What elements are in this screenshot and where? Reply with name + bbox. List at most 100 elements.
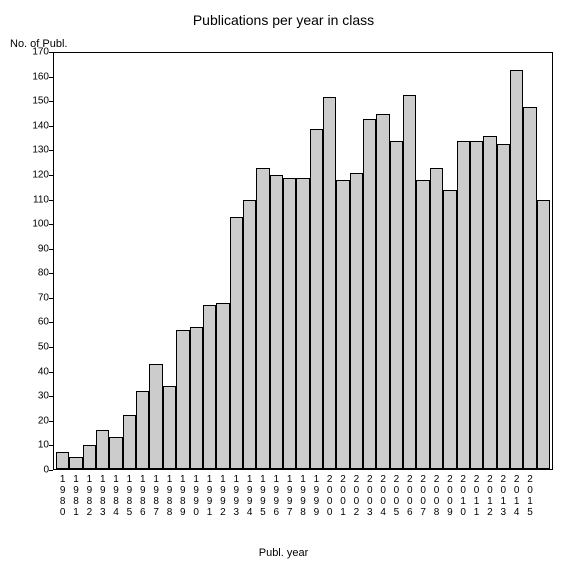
y-tick-label: 20 bbox=[19, 415, 49, 426]
y-tick-mark bbox=[49, 52, 53, 53]
y-tick-label: 130 bbox=[19, 145, 49, 156]
bar bbox=[216, 303, 229, 469]
bar bbox=[96, 430, 109, 469]
y-tick-label: 160 bbox=[19, 71, 49, 82]
y-tick-mark bbox=[49, 126, 53, 127]
y-tick-mark bbox=[49, 322, 53, 323]
x-tick-label: 2009 bbox=[444, 474, 456, 518]
x-tick-label: 2011 bbox=[471, 474, 483, 518]
y-tick-label: 150 bbox=[19, 96, 49, 107]
y-tick-mark bbox=[49, 224, 53, 225]
x-tick-label: 1984 bbox=[110, 474, 122, 518]
y-tick-mark bbox=[49, 77, 53, 78]
x-tick-label: 1980 bbox=[57, 474, 69, 518]
x-tick-label: 1982 bbox=[83, 474, 95, 518]
bar bbox=[69, 457, 82, 469]
x-axis-title: Publ. year bbox=[0, 547, 567, 559]
x-tick-label: 2005 bbox=[390, 474, 402, 518]
bars-group bbox=[54, 53, 552, 469]
y-tick-label: 60 bbox=[19, 317, 49, 328]
x-tick-label: 1986 bbox=[137, 474, 149, 518]
y-tick-label: 100 bbox=[19, 219, 49, 230]
x-tick-label: 1998 bbox=[297, 474, 309, 518]
bar bbox=[83, 445, 96, 469]
bar bbox=[270, 175, 283, 469]
plot-area bbox=[53, 52, 553, 470]
y-tick-label: 50 bbox=[19, 342, 49, 353]
bar bbox=[149, 364, 162, 469]
y-tick-mark bbox=[49, 200, 53, 201]
x-tick-label: 1995 bbox=[257, 474, 269, 518]
bar bbox=[243, 200, 256, 469]
x-tick-label: 1996 bbox=[270, 474, 282, 518]
y-tick-mark bbox=[49, 396, 53, 397]
x-tick-label: 2001 bbox=[337, 474, 349, 518]
bar bbox=[176, 330, 189, 469]
y-tick-label: 10 bbox=[19, 440, 49, 451]
bar bbox=[497, 144, 510, 469]
bar bbox=[123, 415, 136, 469]
y-tick-label: 80 bbox=[19, 268, 49, 279]
bar bbox=[323, 97, 336, 469]
bar bbox=[537, 200, 550, 469]
x-tick-label: 2014 bbox=[511, 474, 523, 518]
bar bbox=[457, 141, 470, 469]
x-tick-label: 2004 bbox=[377, 474, 389, 518]
x-tick-label: 1999 bbox=[310, 474, 322, 518]
bar bbox=[336, 180, 349, 469]
x-tick-label: 1994 bbox=[244, 474, 256, 518]
y-tick-label: 40 bbox=[19, 366, 49, 377]
x-tick-label: 2010 bbox=[457, 474, 469, 518]
bar bbox=[523, 107, 536, 469]
y-tick-label: 170 bbox=[19, 47, 49, 58]
bar bbox=[403, 95, 416, 469]
y-tick-label: 90 bbox=[19, 243, 49, 254]
y-tick-mark bbox=[49, 175, 53, 176]
x-tick-label: 2013 bbox=[497, 474, 509, 518]
x-tick-label: 1990 bbox=[190, 474, 202, 518]
bar bbox=[163, 386, 176, 469]
bar bbox=[136, 391, 149, 469]
x-tick-label: 1981 bbox=[70, 474, 82, 518]
x-tick-label: 2002 bbox=[350, 474, 362, 518]
y-tick-mark bbox=[49, 273, 53, 274]
bar bbox=[56, 452, 69, 469]
bar bbox=[296, 178, 309, 469]
y-tick-mark bbox=[49, 347, 53, 348]
y-tick-mark bbox=[49, 298, 53, 299]
bar bbox=[256, 168, 269, 469]
x-tick-label: 1983 bbox=[97, 474, 109, 518]
bar bbox=[376, 114, 389, 469]
chart-title: Publications per year in class bbox=[0, 12, 567, 28]
y-tick-mark bbox=[49, 249, 53, 250]
bar bbox=[443, 190, 456, 469]
y-tick-mark bbox=[49, 470, 53, 471]
y-tick-mark bbox=[49, 101, 53, 102]
bar bbox=[390, 141, 403, 469]
x-tick-label: 1992 bbox=[217, 474, 229, 518]
x-tick-label: 1988 bbox=[163, 474, 175, 518]
y-tick-label: 120 bbox=[19, 169, 49, 180]
y-tick-label: 140 bbox=[19, 120, 49, 131]
bar bbox=[430, 168, 443, 469]
x-tick-label: 2015 bbox=[524, 474, 536, 518]
x-tick-label: 2007 bbox=[417, 474, 429, 518]
bar bbox=[483, 136, 496, 469]
bar bbox=[310, 129, 323, 469]
y-tick-label: 0 bbox=[19, 465, 49, 476]
x-tick-label: 1997 bbox=[284, 474, 296, 518]
bar bbox=[190, 327, 203, 469]
x-tick-label: 2000 bbox=[324, 474, 336, 518]
bar bbox=[416, 180, 429, 469]
bar bbox=[109, 437, 122, 469]
bar bbox=[363, 119, 376, 469]
x-tick-label: 2008 bbox=[431, 474, 443, 518]
chart-container: Publications per year in class No. of Pu… bbox=[0, 0, 567, 567]
x-tick-label: 2012 bbox=[484, 474, 496, 518]
x-tick-label: 1985 bbox=[123, 474, 135, 518]
y-tick-mark bbox=[49, 421, 53, 422]
x-tick-label: 1987 bbox=[150, 474, 162, 518]
y-tick-label: 110 bbox=[19, 194, 49, 205]
y-tick-label: 30 bbox=[19, 391, 49, 402]
y-tick-mark bbox=[49, 445, 53, 446]
